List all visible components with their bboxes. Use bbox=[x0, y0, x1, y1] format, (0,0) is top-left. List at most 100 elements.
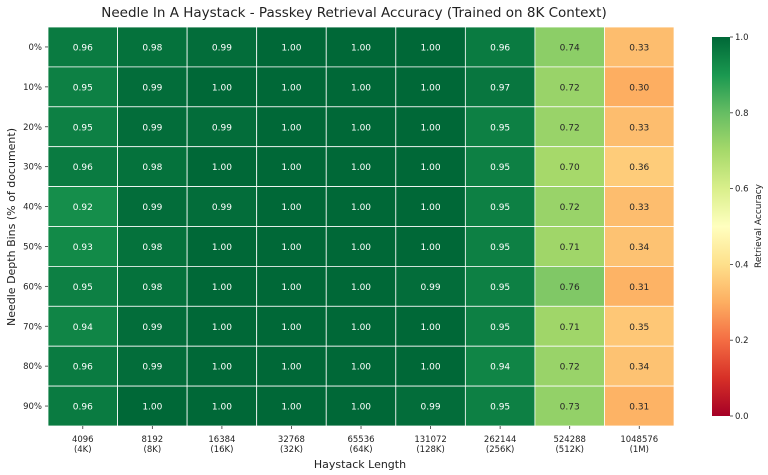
cell-value-label: 0.96 bbox=[73, 363, 93, 373]
y-tick-label: 20% bbox=[23, 123, 42, 133]
colorbar-tick-label: 1.0 bbox=[735, 33, 749, 43]
cell-value-label: 0.99 bbox=[212, 43, 232, 53]
cell-value-label: 1.00 bbox=[212, 363, 232, 373]
cell-value-label: 1.00 bbox=[351, 203, 371, 213]
x-tick-label: 131072 bbox=[414, 435, 446, 445]
heatmap-cell bbox=[47, 385, 118, 427]
heatmap-cell bbox=[604, 186, 675, 227]
cell-value-label: 0.99 bbox=[421, 283, 441, 293]
x-tick-label: 262144 bbox=[484, 435, 516, 445]
x-tick-label-short: (4K) bbox=[74, 445, 92, 455]
heatmap-cell bbox=[117, 385, 188, 427]
cell-value-label: 1.00 bbox=[281, 43, 301, 53]
cell-value-label: 0.70 bbox=[560, 163, 580, 173]
cell-value-label: 0.95 bbox=[490, 243, 510, 253]
cell-value-label: 1.00 bbox=[212, 83, 232, 93]
cell-value-label: 1.00 bbox=[351, 123, 371, 133]
cell-value-label: 0.92 bbox=[73, 203, 93, 213]
heatmap-cell bbox=[395, 26, 466, 68]
cell-value-label: 0.95 bbox=[73, 283, 93, 293]
cell-value-label: 0.95 bbox=[73, 83, 93, 93]
heatmap-cell bbox=[47, 106, 118, 148]
heatmap-cell bbox=[47, 265, 118, 307]
heatmap-cell bbox=[47, 226, 118, 267]
cell-value-label: 0.99 bbox=[421, 403, 441, 413]
cell-value-label: 1.00 bbox=[281, 203, 301, 213]
cell-value-label: 0.76 bbox=[560, 283, 580, 293]
cell-value-label: 0.73 bbox=[560, 403, 580, 413]
cell-value-label: 0.95 bbox=[490, 163, 510, 173]
x-tick-label-short: (32K) bbox=[280, 445, 303, 455]
y-tick-label: 30% bbox=[23, 163, 42, 173]
heatmap-cell bbox=[256, 106, 327, 148]
heatmap-cell bbox=[256, 345, 327, 387]
heatmap-cell bbox=[464, 305, 536, 347]
colorbar-tick-label: 0.6 bbox=[735, 185, 749, 195]
heatmap-cell bbox=[186, 226, 258, 267]
x-tick-label-short: (128K) bbox=[416, 445, 444, 455]
colorbar-tick-label: 0.0 bbox=[735, 412, 749, 422]
heatmap-cell bbox=[117, 26, 188, 68]
cell-value-label: 1.00 bbox=[281, 163, 301, 173]
heatmap-cell bbox=[464, 186, 536, 227]
heatmap-cell bbox=[117, 146, 188, 187]
heatmap-cell bbox=[604, 305, 675, 347]
heatmap-cell bbox=[395, 186, 466, 227]
heatmap-cell bbox=[117, 106, 188, 148]
heatmap-cell bbox=[464, 385, 536, 427]
cell-value-label: 0.95 bbox=[490, 323, 510, 333]
cell-value-label: 0.31 bbox=[629, 283, 649, 293]
x-tick-label: 65536 bbox=[347, 435, 374, 445]
heatmap-cell bbox=[604, 345, 675, 387]
heatmap-cell bbox=[256, 305, 327, 347]
x-tick-label: 32768 bbox=[278, 435, 305, 445]
colorbar-label: Retrieval Accuracy bbox=[754, 183, 764, 268]
cell-value-label: 1.00 bbox=[351, 323, 371, 333]
cell-value-label: 0.99 bbox=[142, 83, 162, 93]
colorbar-ticks: 0.0 0.2 0.4 0.6 0.8 1.0 bbox=[730, 33, 749, 422]
cell-value-label: 0.33 bbox=[629, 203, 649, 213]
cell-value-label: 1.00 bbox=[421, 323, 441, 333]
x-tick-label-short: (256K) bbox=[486, 445, 514, 455]
cell-value-label: 0.94 bbox=[490, 363, 510, 373]
cell-value-label: 1.00 bbox=[351, 363, 371, 373]
heatmap-cell bbox=[117, 345, 188, 387]
heatmap-cell bbox=[325, 305, 397, 347]
cell-value-label: 0.34 bbox=[629, 243, 649, 253]
heatmap-cell bbox=[395, 345, 466, 387]
heatmap-cell bbox=[117, 186, 188, 227]
cell-value-label: 0.72 bbox=[560, 203, 580, 213]
heatmap-cell bbox=[534, 66, 605, 108]
y-tick-label: 90% bbox=[23, 402, 42, 412]
heatmap-cell bbox=[325, 106, 397, 148]
y-tick-label: 0% bbox=[29, 43, 43, 53]
cell-value-label: 1.00 bbox=[351, 403, 371, 413]
heatmap-cell bbox=[186, 26, 258, 68]
cell-value-label: 0.99 bbox=[142, 123, 162, 133]
cell-value-label: 1.00 bbox=[421, 203, 441, 213]
heatmap-cell bbox=[604, 66, 675, 108]
cell-value-label: 1.00 bbox=[421, 243, 441, 253]
cell-value-label: 1.00 bbox=[421, 123, 441, 133]
heatmap-cell bbox=[186, 186, 258, 227]
heatmap-cell bbox=[186, 385, 258, 427]
heatmap-cell bbox=[47, 345, 118, 387]
heatmap-cell bbox=[47, 66, 118, 108]
cell-value-label: 0.96 bbox=[73, 163, 93, 173]
heatmap-cell bbox=[256, 385, 327, 427]
cell-value-label: 0.98 bbox=[142, 163, 162, 173]
cell-value-label: 0.96 bbox=[490, 43, 510, 53]
heatmap-cell bbox=[604, 385, 675, 427]
cell-value-label: 1.00 bbox=[212, 243, 232, 253]
cell-value-label: 0.99 bbox=[142, 203, 162, 213]
heatmap-cell bbox=[186, 345, 258, 387]
cell-value-label: 0.95 bbox=[490, 123, 510, 133]
cell-value-label: 1.00 bbox=[421, 363, 441, 373]
heatmap-cell bbox=[534, 26, 605, 68]
x-tick-label: 1048576 bbox=[620, 435, 658, 445]
heatmap-cell bbox=[325, 345, 397, 387]
heatmap-cell bbox=[464, 345, 536, 387]
cell-value-label: 1.00 bbox=[421, 43, 441, 53]
cell-value-label: 0.96 bbox=[73, 43, 93, 53]
